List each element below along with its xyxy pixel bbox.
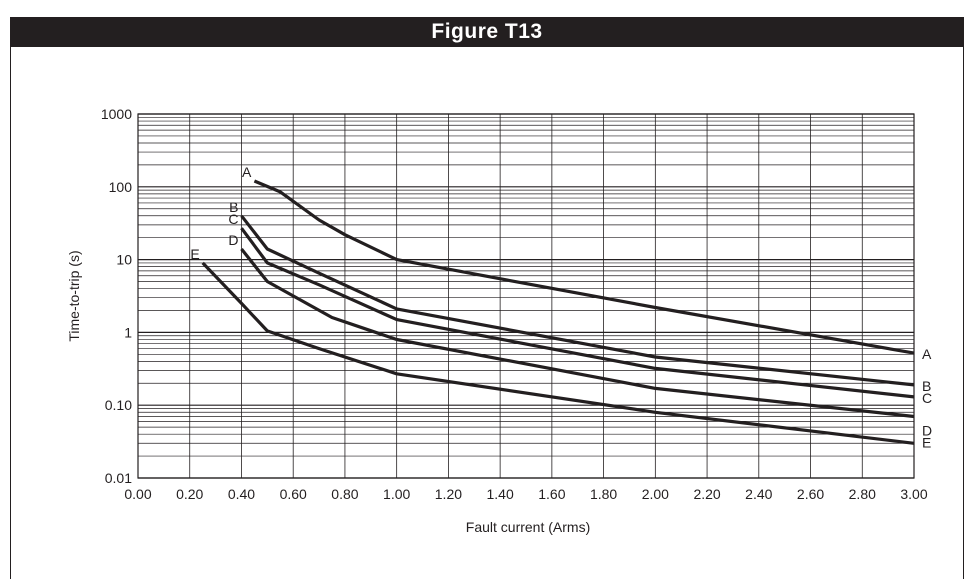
x-tick-label: 1.20 [435,486,462,502]
curve-lines [201,179,915,445]
curve-start-label: A [242,164,252,180]
y-tick-label: 0.01 [105,470,132,486]
curve-c [240,227,915,399]
x-axis-label: Fault current (Arms) [466,519,590,535]
y-tick-label: 1000 [101,106,132,122]
curve-start-label: C [228,211,238,227]
x-tick-label: 3.00 [900,486,927,502]
curve-end-label: E [922,434,931,450]
x-tick-label: 0.00 [124,486,151,502]
curve-start-label: E [190,246,199,262]
y-tick-label: 10 [116,252,132,268]
x-tick-label: 2.60 [797,486,824,502]
curve-d [240,248,915,419]
y-tick-label: 100 [109,179,133,195]
x-tick-label: 0.40 [228,486,255,502]
curve-end-label: C [922,390,932,406]
y-axis-label: Time-to-trip (s) [66,250,82,341]
curve-start-label: B [229,199,238,215]
curve-end-label: D [922,422,932,438]
x-tick-label: 0.60 [280,486,307,502]
x-tick-label: 2.80 [849,486,876,502]
x-tick-label: 2.00 [642,486,669,502]
y-tick-label: 0.10 [105,397,132,413]
x-tick-label: 1.80 [590,486,617,502]
x-tick-label: 2.40 [745,486,772,502]
curve-e [201,261,915,445]
frame-right-border [963,47,964,579]
y-tick-labels: 0.01 0.10 1 10 100 1000 [101,106,132,486]
curve-b [240,214,915,387]
x-tick-labels: 0.00 0.20 0.40 0.60 0.80 1.00 1.20 1.40 1.60 1.80… [124,486,927,502]
x-tick-label: 0.20 [176,486,203,502]
curve-start-label: D [228,232,238,248]
x-tick-label: 1.40 [487,486,514,502]
figure-title: Figure T13 [431,20,543,43]
curve-a [253,179,915,355]
figure-header: Figure T13 [10,17,964,47]
y-tick-label: 1 [124,324,132,340]
frame-left-border [10,47,11,579]
x-tick-label: 1.00 [383,486,410,502]
x-tick-label: 0.80 [331,486,358,502]
x-tick-label: 2.20 [693,486,720,502]
curve-end-label: A [922,346,932,362]
curve-end-label: B [922,378,931,394]
plot-frame [137,113,915,479]
major-gridlines [137,113,915,479]
x-tick-label: 1.60 [538,486,565,502]
